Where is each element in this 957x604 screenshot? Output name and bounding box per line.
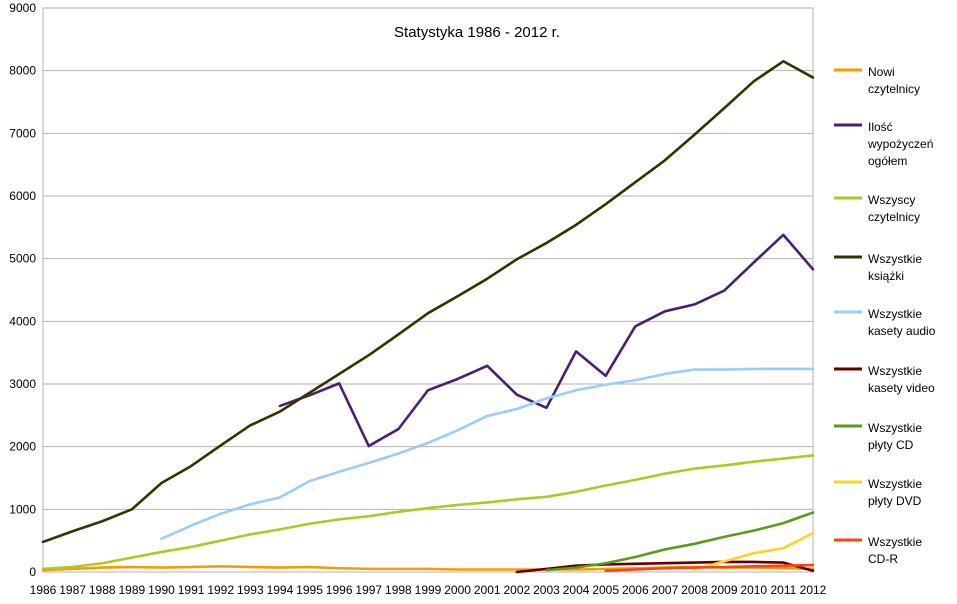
legend-label: Wszystkie: [868, 364, 922, 378]
x-tick-label: 2010: [740, 583, 767, 597]
y-tick-label: 4000: [9, 314, 36, 328]
x-tick-label: 1989: [118, 583, 145, 597]
x-tick-label: 2008: [681, 583, 708, 597]
legend-label: kasety audio: [868, 324, 936, 338]
series-line-3: [41, 59, 815, 544]
legend-label: Wszyscy: [868, 193, 915, 207]
x-tick-label: 2003: [533, 583, 560, 597]
legend-label: czytelnicy: [868, 210, 920, 224]
series-line-4: [160, 367, 815, 541]
y-tick-label: 1000: [9, 502, 36, 516]
legend: Nowi czytelnicy Ilość wypożyczeń ogółem Wszys…: [834, 65, 936, 566]
legend-label: czytelnicy: [868, 82, 920, 96]
y-tick-label: 9000: [9, 1, 36, 15]
y-tick-label: 3000: [9, 377, 36, 391]
x-tick-label: 1999: [415, 583, 442, 597]
legend-label: wypożyczeń: [867, 137, 933, 151]
y-tick-label: 0: [29, 565, 36, 579]
x-tick-label: 1997: [355, 583, 382, 597]
x-tick-label: 2012: [800, 583, 827, 597]
y-tick-label: 6000: [9, 189, 36, 203]
y-tick-label: 2000: [9, 440, 36, 454]
x-tick-label: 2004: [563, 583, 590, 597]
x-tick-label: 1988: [89, 583, 116, 597]
plot-border: [42, 7, 814, 573]
legend-label: płyty DVD: [868, 494, 922, 508]
plot-frame: [42, 7, 814, 573]
x-tick-label: 2001: [474, 583, 501, 597]
series-line-6: [545, 511, 815, 572]
y-tick-label: 5000: [9, 252, 36, 266]
legend-label: Wszystkie: [868, 477, 922, 491]
x-tick-label: 1987: [59, 583, 86, 597]
x-tick-label: 2011: [770, 583, 796, 597]
series-line-2: [41, 454, 815, 571]
x-tick-label: 2006: [622, 583, 649, 597]
y-tick-label: 7000: [9, 126, 36, 140]
x-tick-label: 1996: [326, 583, 353, 597]
legend-label: Wszystkie: [868, 535, 922, 549]
legend-label: ogółem: [868, 154, 907, 168]
x-tick-label: 1991: [178, 583, 205, 597]
legend-label: Wszystkie: [868, 252, 922, 266]
x-axis-ticks: 1986 1987 1988 1989 1990 1991 1992 1993 1994 1995…: [30, 583, 827, 597]
chart-title: Statystyka 1986 - 2012 r.: [394, 24, 560, 41]
x-tick-label: 2009: [711, 583, 738, 597]
y-tick-label: 8000: [9, 64, 36, 78]
legend-label: CD-R: [868, 552, 898, 566]
series-lines: [41, 59, 815, 574]
x-tick-label: 1990: [148, 583, 175, 597]
x-tick-label: 1986: [30, 583, 57, 597]
legend-label: Wszystkie: [868, 421, 922, 435]
x-tick-label: 2005: [592, 583, 619, 597]
x-tick-label: 1995: [296, 583, 323, 597]
legend-label: Nowi: [868, 65, 895, 79]
x-tick-label: 1994: [267, 583, 294, 597]
series-line-5: [515, 560, 815, 574]
x-tick-label: 2007: [652, 583, 679, 597]
series-line-8: [604, 563, 815, 573]
x-tick-label: 2000: [444, 583, 471, 597]
x-tick-label: 1998: [385, 583, 412, 597]
y-axis-ticks: 0 1000 2000 3000 4000 5000 6000 7000 8000 9000: [9, 1, 36, 579]
series-line-1: [278, 233, 815, 448]
series-line-7: [693, 531, 815, 571]
x-tick-label: 1992: [207, 583, 234, 597]
legend-label: płyty CD: [868, 438, 914, 452]
legend-label: Ilość: [868, 120, 893, 134]
legend-label: Wszystkie: [868, 307, 922, 321]
legend-label: kasety video: [868, 381, 935, 395]
x-tick-label: 1993: [237, 583, 264, 597]
legend-label: książki: [868, 269, 904, 283]
x-tick-label: 2002: [503, 583, 530, 597]
